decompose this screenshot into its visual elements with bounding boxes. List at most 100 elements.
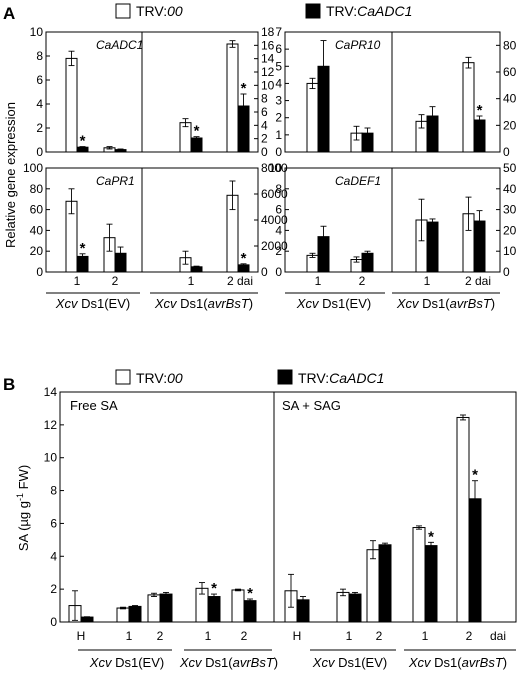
chart-caadc1-left-bar-trv00-0 <box>65 57 78 153</box>
chart-capr1-left-bar-trvcaadc1-1 <box>114 252 127 273</box>
panel-a-right-avr-label: Xcv Ds1(avrBsT) <box>396 296 495 311</box>
chart-sa-sag-bar-trvcaadc1-4 <box>468 498 482 623</box>
panel-a-left-day-3: 1 <box>188 274 195 288</box>
chart-cadef1-right-ticklabel-1: 10 <box>503 244 517 258</box>
chart-caadc1-right-ticklabel-6: 12 <box>261 65 275 79</box>
chart-free-sa-xlabel-1: 1 <box>126 629 133 643</box>
chart-caadc1-frame <box>45 31 259 153</box>
chart-sa-sag-xlabel-0: H <box>293 629 302 643</box>
chart-free-sa-xlabel-0: H <box>77 629 86 643</box>
chart-capr10-left-ticklabel-6: 6 <box>275 42 282 56</box>
chart-free-sa-bar-trvcaadc1-1 <box>128 605 142 623</box>
panel-a-left-xlabels: 1 2 1 2 dai Xcv Ds1(EV) Xcv Ds1(avrBsT) <box>46 274 258 311</box>
chart-sa-ticklabel-4: 8 <box>50 484 57 498</box>
chart-caadc1-right-ticklabel-3: 6 <box>261 105 268 119</box>
chart-cadef1-left-bar-trvcaadc1-0 <box>317 236 330 273</box>
chart-capr10-left-ticklabel-2: 2 <box>275 111 282 125</box>
chart-capr10-left-bar-trvcaadc1-1 <box>361 132 374 153</box>
chart-capr1-left-ticklabel-2: 40 <box>30 223 44 237</box>
chart-caadc1-right-bar-trv00-1 <box>226 43 239 153</box>
chart-caadc1-left-sig-trvcaadc1-0: * <box>80 133 86 150</box>
plots: 0246810024681012141618***CaADC1012345670… <box>23 25 517 643</box>
legend-b-control-label: TRV:00 <box>136 370 183 386</box>
chart-caadc1-right-sig-trvcaadc1-1: * <box>241 80 247 97</box>
chart-capr1-right-ticklabel-4: 8000 <box>261 161 288 175</box>
chart-free-sa-bar-trv00-4 <box>231 589 245 623</box>
chart-free-sa-bar-trvcaadc1-4 <box>243 600 257 623</box>
chart-cadef1-left-ticklabel-4: 8 <box>275 182 282 196</box>
chart-caadc1-left-ticklabel-3: 6 <box>36 73 43 87</box>
chart-cadef1-left-bar-trvcaadc1-1 <box>361 252 374 273</box>
chart-cadef1-left-ticklabel-3: 6 <box>275 203 282 217</box>
chart-caadc1-left-bar-trvcaadc1-1 <box>114 149 127 153</box>
legend-a-silenced-label: TRV:CaADC1 <box>326 3 412 19</box>
panel-a-right-day-1: 1 <box>315 274 322 288</box>
chart-capr1-right-bar-trvcaadc1-0 <box>190 266 203 273</box>
chart-caadc1-right-bar-trvcaadc1-0 <box>190 137 203 153</box>
chart-free-sa-bar-trvcaadc1-0 <box>80 616 94 623</box>
chart-sa-ticklabel-1: 2 <box>50 582 57 596</box>
chart-cadef1-right-bar-trvcaadc1-0 <box>426 221 439 273</box>
chart-sa-sag-sig-trvcaadc1-4: * <box>472 467 478 484</box>
panel-a-ylabel: Relative gene expression <box>3 102 18 248</box>
chart-sa-ticklabel-3: 6 <box>50 516 57 530</box>
chart-caadc1-right-ticklabel-2: 4 <box>261 118 268 132</box>
chart-sa-ticklabel-2: 4 <box>50 549 57 563</box>
chart-cadef1: 0 2 4 6 8 10 0 10 20 30 40 50 CaDEF1 <box>269 161 517 279</box>
chart-sa-sag-bar-trvcaadc1-0 <box>296 599 310 623</box>
chart-sa-ticklabel-7: 14 <box>44 385 58 399</box>
chart-capr1-title: CaPR1 <box>96 174 135 188</box>
chart-cadef1-right-ticklabel-4: 40 <box>503 182 517 196</box>
chart-cadef1-left-ticklabel-1: 2 <box>275 244 282 258</box>
chart-caadc1-left-ticklabel-5: 10 <box>30 25 44 39</box>
legend-b: TRV:00 TRV:CaADC1 <box>115 369 384 386</box>
chart-capr10-title: CaPR10 <box>335 38 381 52</box>
chart-free-sa-bar-trv00-2 <box>147 594 161 623</box>
chart-sa-sag-bar-trvcaadc1-1 <box>348 593 362 623</box>
chart-sa-sag-bar-trv00-4 <box>456 416 470 623</box>
chart-sa-sag-bar-trvcaadc1-3 <box>424 545 438 623</box>
chart-capr10-right-bar-trvcaadc1-0 <box>426 115 439 153</box>
chart-capr1-right-ticklabel-1: 2000 <box>261 239 288 253</box>
chart-caadc1-left-ticklabel-0: 0 <box>36 145 43 159</box>
chart-caadc1-right-ticklabel-8: 16 <box>261 38 275 52</box>
free-sa-title: Free SA <box>70 398 118 413</box>
chart-capr1-left-ticklabel-4: 80 <box>30 182 44 196</box>
chart-caadc1-right-sig-trvcaadc1-0: * <box>194 123 200 140</box>
panel-b-xlabels: Xcv Ds1(EV) Xcv Ds1(avrBsT) Xcv Ds1(EV) … <box>78 629 516 670</box>
chart-caadc1-right-ticklabel-0: 0 <box>261 145 268 159</box>
legend-b-swatch-control <box>115 369 131 385</box>
chart-capr1-right-sig-trvcaadc1-1: * <box>241 250 247 267</box>
chart-capr10-left-ticklabel-7: 7 <box>275 25 282 39</box>
chart-caadc1-right-ticklabel-5: 10 <box>261 78 275 92</box>
legend-a-swatch-control <box>115 3 131 19</box>
panel-b-dai-label: dai <box>490 629 506 643</box>
chart-capr10-right-bar-trvcaadc1-1 <box>473 119 486 153</box>
chart-capr10-right-ticklabel-4: 80 <box>503 38 517 52</box>
chart-free-sa-xlabel-3: 1 <box>205 629 212 643</box>
chart-capr10-right-ticklabel-2: 40 <box>503 92 517 106</box>
chart-capr10-right-sig-trvcaadc1-1: * <box>477 102 483 119</box>
chart-cadef1-right-ticklabel-2: 20 <box>503 223 517 237</box>
chart-cadef1-right-ticklabel-5: 50 <box>503 161 517 175</box>
legend-a: TRV:00 TRV:CaADC1 <box>115 3 412 19</box>
panel-b-left-ev-label: Xcv Ds1(EV) <box>89 655 164 670</box>
chart-free-sa-bar-trv00-1 <box>116 607 130 623</box>
chart-capr1-left-ticklabel-3: 60 <box>30 203 44 217</box>
chart-free-sa-xlabel-4: 2 <box>241 629 248 643</box>
chart-capr1-left-ticklabel-5: 100 <box>23 161 43 175</box>
chart-sa-sag-bar-trv00-3 <box>412 527 426 623</box>
chart-capr10-right-ticklabel-1: 20 <box>503 118 517 132</box>
chart-caadc1-left-ticklabel-1: 2 <box>36 121 43 135</box>
panel-a-right-day-4: 2 dai <box>465 274 491 288</box>
chart-sa-sag-bar-trv00-1 <box>336 591 350 623</box>
chart-cadef1-right-ticklabel-3: 30 <box>503 203 517 217</box>
panel-b-ylabel: SA (µg g-1 FW) <box>15 465 31 551</box>
chart-caadc1-right-bar-trvcaadc1-1 <box>237 105 250 153</box>
chart-caadc1-right-ticklabel-7: 14 <box>261 52 275 66</box>
panel-b-right-avr-label: Xcv Ds1(avrBsT) <box>408 655 507 670</box>
chart-free-sa-sig-trvcaadc1-3: * <box>211 580 217 597</box>
chart-sa-sag-bar-trvcaadc1-2 <box>378 544 392 623</box>
